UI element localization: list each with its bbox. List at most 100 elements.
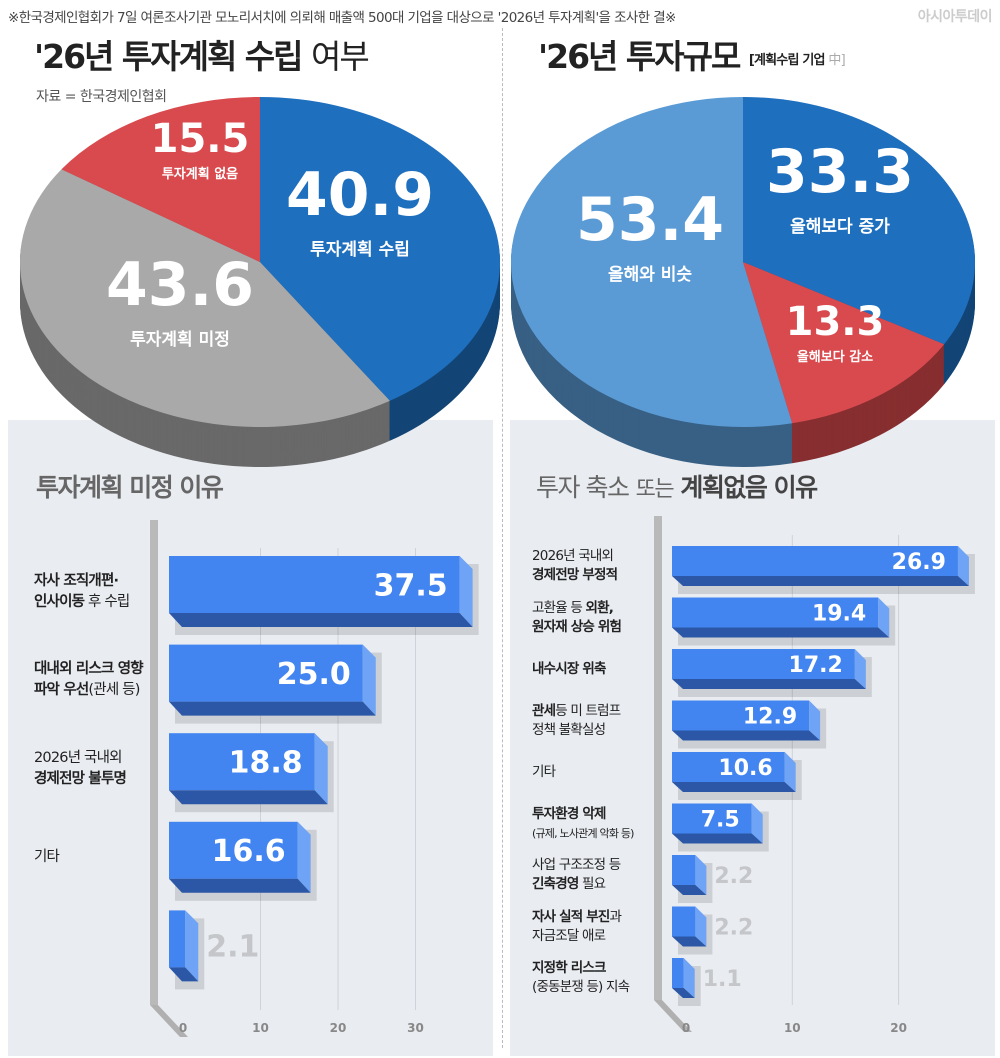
bar-side [695, 855, 707, 895]
bar-value-label: 10.6 [718, 756, 772, 781]
label-segment: (관세 등) [88, 682, 140, 699]
source-note: 자료 = 한국경제인협회 [36, 89, 167, 105]
bar-bottom [672, 627, 890, 638]
bar-side [784, 752, 796, 792]
label-segment: 과 [609, 908, 622, 925]
label-segment: 기타 [532, 763, 556, 780]
label-line: 2026년 국내외 [532, 547, 617, 566]
x-tick-label: 0 [682, 1021, 690, 1035]
bar: 25.0 [169, 644, 382, 724]
pie2-subtitle-text: [계획수립 기업 [748, 53, 826, 68]
axis-floor [150, 1005, 188, 1037]
bar-side [809, 700, 821, 741]
label-line: 고환율 등 외환, [532, 599, 621, 618]
label-line: 자금조달 애로 [532, 927, 621, 946]
label-line: 대내외 리스크 영향 [34, 659, 144, 680]
pie-slice [743, 97, 975, 345]
label-line: 기타 [34, 847, 60, 868]
bar-front [672, 597, 879, 628]
bar-front [672, 752, 785, 782]
bar-bottom [672, 833, 763, 844]
label-line: 경제전망 불투명 [34, 769, 127, 790]
pie-slice-label: 투자계획 없음 [162, 166, 238, 182]
bar-front [672, 700, 810, 731]
bar-side [878, 597, 890, 638]
x-tick-label: 10 [784, 1021, 801, 1035]
bar-value-label: 2.1 [206, 930, 259, 965]
bar-value-label: 12.9 [743, 704, 797, 729]
pie-slice-label: 투자계획 미정 [130, 330, 230, 350]
label-line: 정책 불확실성 [532, 721, 620, 740]
bar-value-label: 2.2 [714, 915, 753, 940]
bar-value-label: 37.5 [374, 568, 448, 603]
label-segment: 2026년 국내외 [34, 749, 122, 766]
bar: 2.2 [672, 855, 753, 903]
bar-value-label: 26.9 [892, 550, 946, 575]
bar: 17.2 [672, 649, 872, 697]
label-segment: 인사이동 [34, 593, 85, 610]
bar-category-label: 사업 구조조정 등 긴축경영 필요 [532, 856, 621, 894]
pie2-title: '26년 투자규모 [계획수립 기업 中] [538, 30, 846, 78]
pie2-subtitle-mark: 中] [828, 53, 845, 68]
bar-value-label: 1.1 [703, 967, 742, 992]
label-line: 관세등 미 트럼프 [532, 702, 621, 721]
label-line: (규제, 노사관계 악화 등) [532, 824, 634, 843]
pie-slice-value: 15.5 [151, 116, 250, 162]
bar-side [459, 556, 473, 627]
bar-bottom [672, 730, 821, 741]
bar-bottom [672, 782, 796, 792]
label-segment: 외환, [585, 599, 614, 616]
survey-note: ※한국경제인협회가 7일 여론조사기관 모노리서치에 의뢰해 매출액 500대 … [8, 10, 676, 26]
bar-category-label: 기타 [532, 763, 556, 782]
pie-slice-label: 올해보다 감소 [797, 349, 873, 365]
label-segment: 관세 [532, 702, 556, 719]
pie-slice-value: 43.6 [106, 250, 254, 320]
label-segment: 2026년 국내외 [532, 548, 614, 564]
pie-slice-value: 13.3 [786, 299, 885, 345]
bar-bottom [672, 936, 707, 947]
label-line: (중동분쟁 등) 지속 [532, 978, 630, 997]
pie-slice [61, 97, 260, 262]
pie2-subtitle: [계획수립 기업 中] [748, 53, 846, 68]
bar-bottom [169, 613, 473, 627]
bar2-title-b: 또는 [635, 477, 675, 502]
pie-slice-label: 올해와 비슷 [608, 265, 692, 285]
pie2-title-bold: '26년 투자규모 [538, 37, 741, 76]
bar1-title: 투자계획 미정 이유 [36, 468, 224, 504]
bar-front [169, 556, 460, 613]
bar-category-label: 기타 [34, 847, 60, 868]
pie-1: 40.9 투자계획 수립 43.6 투자계획 미정 15.5 투자계획 없음 [19, 97, 501, 468]
label-segment: 경제전망 부정적 [532, 567, 618, 583]
bar-side [314, 733, 328, 805]
bar-chart-2: 0 10 20 26.9 19.4 17.2 12.9 10.6 7.5 2.2 2.2 1.1 [654, 516, 975, 1035]
bar-front [169, 821, 298, 879]
pie-slice [20, 169, 390, 428]
bar: 12.9 [672, 700, 827, 749]
bar-front [672, 546, 958, 576]
label-line: 자사 실적 부진과 [532, 908, 622, 927]
pie-slice-label: 올해보다 증가 [790, 217, 890, 237]
bar-bottom [672, 576, 969, 586]
pie-slice [511, 96, 793, 427]
bar-side [683, 958, 695, 998]
bar-value-label: 25.0 [277, 657, 351, 692]
pie-slice-label: 투자계획 수립 [310, 240, 410, 260]
bar-side [854, 649, 866, 689]
label-segment: 자사 조직개편· [34, 572, 119, 589]
bar-value-label: 16.6 [212, 834, 286, 869]
label-segment: 기타 [34, 848, 60, 865]
label-line: 자사 조직개편· [34, 571, 129, 592]
bar-value-label: 7.5 [701, 807, 740, 832]
x-tick-label: 30 [407, 1021, 424, 1035]
pie-slice-value: 40.9 [286, 160, 434, 230]
label-segment: 자금조달 애로 [532, 927, 606, 944]
x-tick-label: 10 [252, 1021, 269, 1035]
bar: 18.8 [169, 733, 334, 813]
bar: 2.2 [672, 906, 753, 955]
bar-bottom [672, 885, 707, 895]
label-line: 2026년 국내외 [34, 748, 126, 769]
pie-2: 33.3 올해보다 증가 13.3 올해보다 감소 53.4 올해와 비슷 [510, 96, 975, 468]
bar-front [169, 644, 363, 702]
